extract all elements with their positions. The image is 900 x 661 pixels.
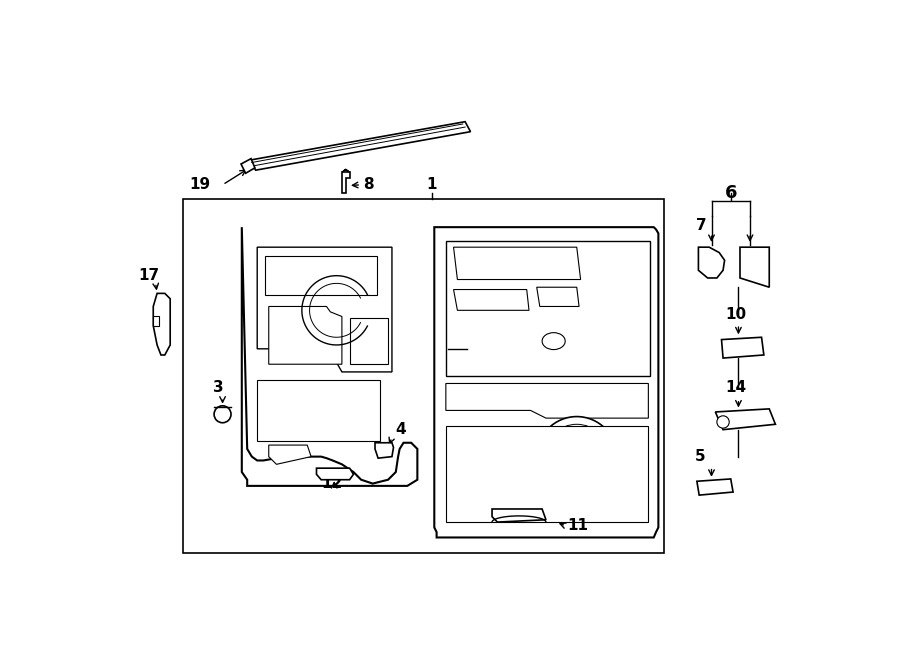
Text: 17: 17 xyxy=(138,268,159,283)
Polygon shape xyxy=(446,426,648,522)
Text: 9: 9 xyxy=(452,247,463,262)
Circle shape xyxy=(214,406,231,423)
Polygon shape xyxy=(269,307,342,364)
Text: 3: 3 xyxy=(213,380,224,395)
Text: 14: 14 xyxy=(725,380,746,395)
Polygon shape xyxy=(242,227,418,486)
Polygon shape xyxy=(375,443,393,458)
Polygon shape xyxy=(241,159,255,173)
Polygon shape xyxy=(257,379,381,442)
Text: 6: 6 xyxy=(724,184,737,202)
Polygon shape xyxy=(523,233,552,247)
Polygon shape xyxy=(265,256,376,295)
Polygon shape xyxy=(722,337,764,358)
Text: 4: 4 xyxy=(396,422,407,437)
Polygon shape xyxy=(698,247,724,278)
Polygon shape xyxy=(716,409,776,430)
Polygon shape xyxy=(446,383,648,418)
Text: 16: 16 xyxy=(569,229,590,245)
Polygon shape xyxy=(249,122,471,170)
Polygon shape xyxy=(342,172,349,193)
Text: 19: 19 xyxy=(189,177,211,192)
Text: 10: 10 xyxy=(725,307,746,322)
Polygon shape xyxy=(697,479,734,495)
Circle shape xyxy=(448,347,466,366)
Text: 7: 7 xyxy=(696,218,706,233)
Polygon shape xyxy=(536,288,579,307)
Polygon shape xyxy=(317,468,354,480)
Text: 2: 2 xyxy=(465,317,476,332)
Circle shape xyxy=(717,416,729,428)
Text: 15: 15 xyxy=(569,258,590,273)
Polygon shape xyxy=(536,289,575,309)
Polygon shape xyxy=(454,247,580,280)
Text: 12: 12 xyxy=(321,476,342,491)
Polygon shape xyxy=(153,293,170,355)
Polygon shape xyxy=(435,227,659,537)
Ellipse shape xyxy=(542,332,565,350)
Text: 18: 18 xyxy=(293,253,314,268)
Text: 5: 5 xyxy=(695,449,706,464)
Polygon shape xyxy=(492,509,546,522)
Polygon shape xyxy=(269,445,311,464)
Polygon shape xyxy=(526,260,550,266)
Text: 1: 1 xyxy=(427,177,437,192)
Text: 11: 11 xyxy=(568,518,589,533)
Polygon shape xyxy=(446,241,650,375)
Text: 13: 13 xyxy=(592,292,613,306)
Text: 8: 8 xyxy=(364,177,374,192)
Polygon shape xyxy=(454,290,529,310)
Circle shape xyxy=(544,424,609,489)
Polygon shape xyxy=(257,247,392,372)
Polygon shape xyxy=(451,284,465,303)
Polygon shape xyxy=(349,318,388,364)
Polygon shape xyxy=(153,317,158,326)
Circle shape xyxy=(536,416,616,496)
Polygon shape xyxy=(740,247,770,288)
Bar xyxy=(183,199,664,553)
Polygon shape xyxy=(523,260,550,276)
